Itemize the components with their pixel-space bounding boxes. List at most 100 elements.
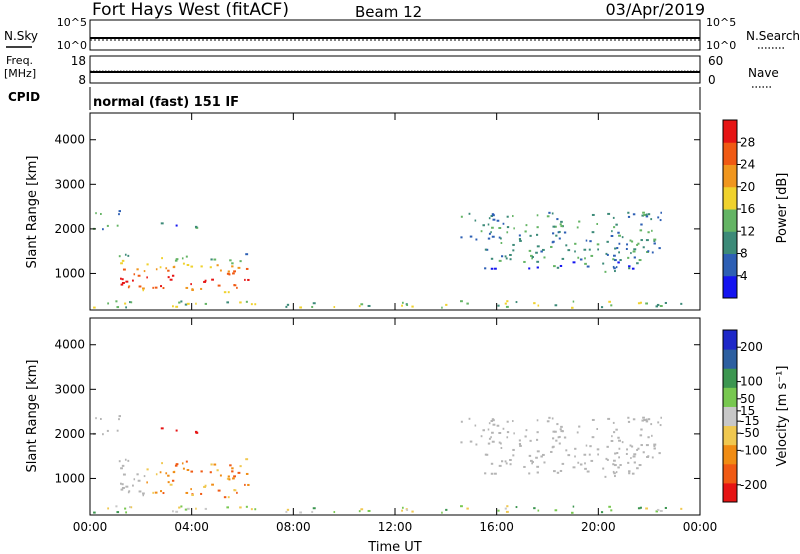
data-cell bbox=[515, 301, 518, 304]
data-cell bbox=[502, 427, 505, 430]
data-cell bbox=[460, 215, 463, 218]
data-cell bbox=[174, 464, 178, 467]
data-cell bbox=[612, 470, 615, 473]
data-cell bbox=[229, 259, 232, 262]
data-cell bbox=[245, 253, 249, 256]
data-cell bbox=[512, 448, 515, 451]
data-cell bbox=[618, 447, 621, 450]
data-cell bbox=[358, 305, 361, 308]
data-cell bbox=[543, 256, 546, 259]
data-cell bbox=[512, 454, 515, 457]
data-cell bbox=[512, 215, 514, 218]
data-cell bbox=[191, 289, 194, 292]
data-cell bbox=[531, 461, 534, 464]
data-cell bbox=[497, 509, 500, 512]
data-cell bbox=[169, 278, 173, 281]
data-cell bbox=[162, 287, 165, 290]
data-cell bbox=[560, 220, 563, 223]
data-cell bbox=[500, 460, 504, 463]
colorbar-swatch bbox=[723, 209, 737, 232]
data-cell bbox=[178, 506, 181, 509]
data-cell bbox=[584, 462, 586, 465]
data-cell bbox=[219, 269, 222, 272]
data-cell bbox=[589, 240, 592, 243]
data-cell bbox=[610, 234, 614, 237]
data-cell bbox=[637, 507, 641, 510]
data-cell bbox=[125, 511, 128, 514]
data-cell bbox=[645, 239, 649, 242]
data-cell bbox=[548, 211, 551, 214]
data-cell bbox=[515, 506, 518, 509]
y-tick-label: 2000 bbox=[54, 222, 85, 236]
data-cell bbox=[146, 468, 149, 471]
data-cell bbox=[181, 257, 184, 260]
data-cell bbox=[490, 436, 492, 439]
data-cell bbox=[647, 418, 651, 421]
nave-tick-bottom: 0 bbox=[708, 73, 716, 87]
data-cell bbox=[475, 238, 478, 241]
data-cell bbox=[460, 236, 463, 239]
power-yticks: 4000 3000 2000 1000 bbox=[54, 133, 700, 280]
data-cell bbox=[286, 508, 290, 511]
data-cell bbox=[469, 235, 473, 238]
data-cell bbox=[585, 239, 588, 242]
data-cell bbox=[627, 420, 631, 423]
data-cell bbox=[487, 223, 490, 226]
data-cell bbox=[552, 430, 556, 433]
data-cell bbox=[504, 302, 507, 305]
data-cell bbox=[127, 254, 130, 257]
data-cell bbox=[441, 511, 443, 514]
data-cell bbox=[492, 423, 496, 426]
data-cell bbox=[155, 473, 158, 476]
data-cell bbox=[167, 269, 170, 272]
data-cell bbox=[200, 470, 203, 473]
data-cell bbox=[619, 259, 622, 262]
colorbar-swatch bbox=[723, 164, 737, 188]
data-cell bbox=[211, 483, 214, 486]
data-cell bbox=[190, 488, 192, 491]
data-cell bbox=[642, 211, 645, 214]
data-cell bbox=[647, 213, 651, 216]
data-cell bbox=[571, 511, 574, 514]
colorbar-tick-label: 15 bbox=[740, 404, 755, 418]
data-cell bbox=[460, 505, 463, 508]
data-cell bbox=[518, 439, 521, 442]
data-cell bbox=[657, 216, 660, 219]
data-cell bbox=[358, 510, 361, 513]
data-cell bbox=[190, 470, 194, 473]
data-cell bbox=[468, 212, 471, 215]
data-cell bbox=[506, 420, 509, 423]
data-cell bbox=[204, 279, 207, 282]
data-cell bbox=[613, 267, 616, 270]
data-cell bbox=[528, 267, 531, 270]
data-cell bbox=[536, 431, 539, 434]
data-cell bbox=[142, 494, 145, 497]
data-cell bbox=[558, 230, 561, 233]
data-cell bbox=[506, 231, 509, 234]
data-cell bbox=[171, 274, 175, 277]
data-cell bbox=[127, 286, 130, 289]
data-cell bbox=[406, 509, 409, 512]
data-cell bbox=[543, 461, 546, 464]
data-cell bbox=[647, 436, 650, 439]
data-cell bbox=[239, 506, 242, 509]
data-cell bbox=[491, 419, 495, 422]
data-cell bbox=[574, 250, 576, 253]
data-cell bbox=[653, 447, 656, 450]
data-cell bbox=[161, 257, 163, 260]
data-cell bbox=[559, 264, 563, 267]
data-cell bbox=[490, 257, 494, 260]
data-cell bbox=[650, 218, 653, 221]
data-cell bbox=[93, 511, 96, 514]
data-cell bbox=[637, 242, 640, 245]
data-cell bbox=[474, 219, 477, 222]
data-cell bbox=[227, 291, 230, 294]
data-cell bbox=[186, 264, 190, 267]
data-cell bbox=[487, 237, 491, 240]
data-cell bbox=[445, 508, 448, 511]
data-cell bbox=[530, 459, 533, 462]
data-cell bbox=[486, 453, 489, 456]
data-cell bbox=[613, 254, 616, 257]
data-cell bbox=[484, 267, 487, 270]
